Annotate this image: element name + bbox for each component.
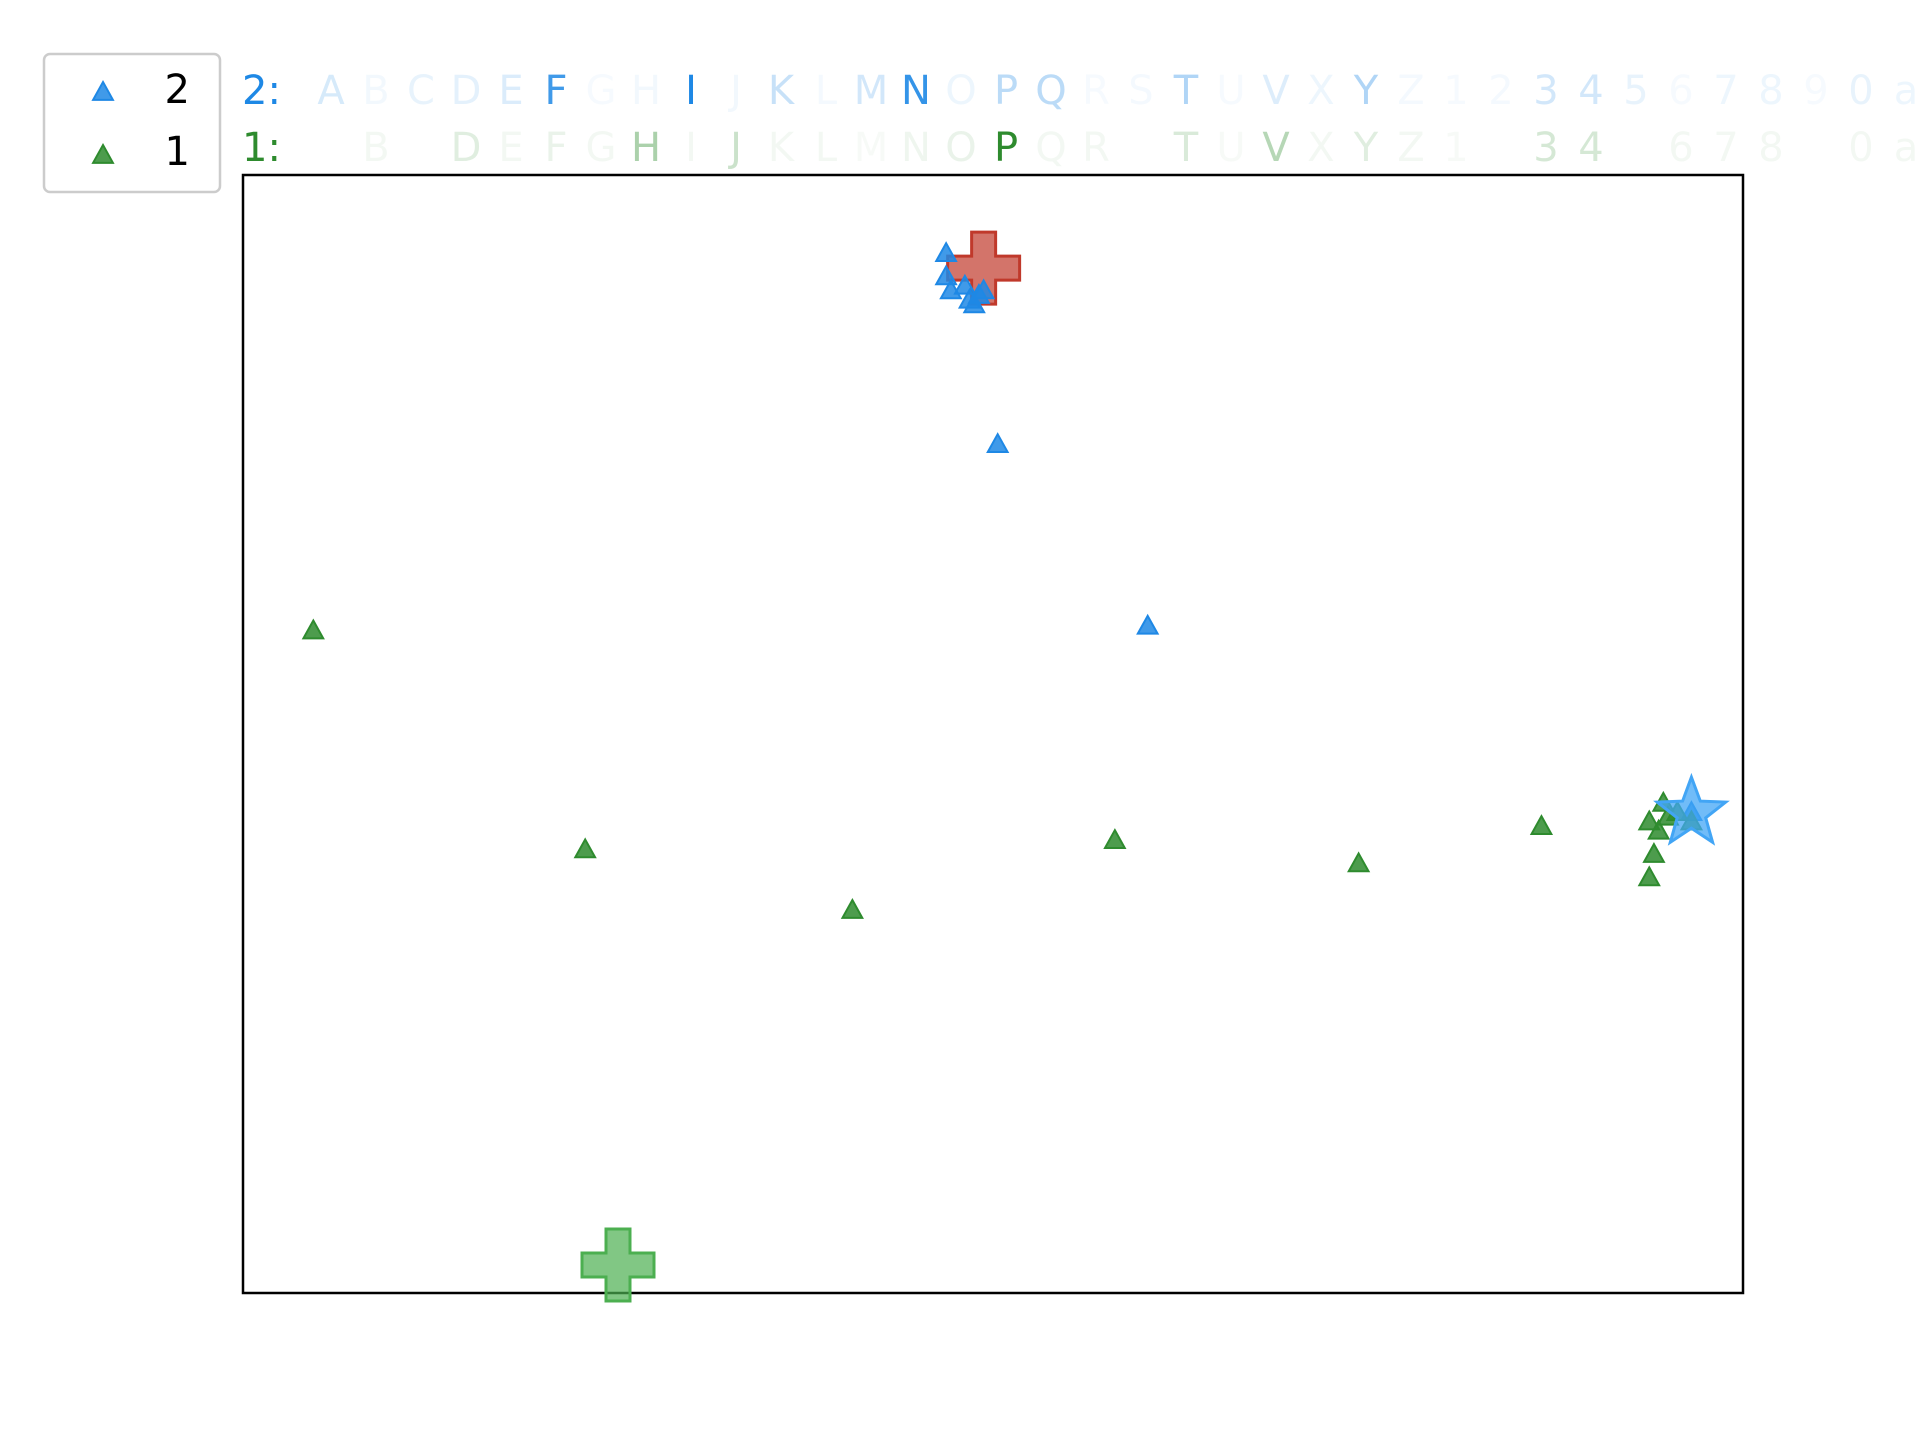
row-label-0: 2:: [242, 68, 281, 114]
row-0-char-25: 1: [1443, 68, 1468, 114]
row-1-char-14: O: [945, 125, 976, 171]
point-series-1-3: [1103, 828, 1127, 849]
row-0-char-5: F: [544, 68, 567, 114]
row-0-char-20: U: [1216, 68, 1245, 114]
row-0-char-28: 4: [1578, 68, 1603, 114]
row-0-char-3: D: [451, 68, 482, 114]
row-1-char-9: J: [727, 125, 742, 171]
row-0-char-33: 9: [1803, 68, 1828, 114]
row-0-char-10: K: [768, 68, 796, 114]
point-series-2-7: [972, 278, 996, 300]
row-0-char-1: B: [362, 68, 389, 114]
letter-rows: 2: A B C D E F G H I J K L M N O P Q R S T U V X Y Z 1 2 3 4 5 6 7 8 9 0 a 1:…: [242, 68, 1918, 171]
row-1-char-24: Z: [1397, 125, 1424, 171]
row-0-char-16: Q: [1035, 68, 1066, 114]
legend-label-1: 1: [165, 129, 190, 175]
point-series-1-1: [573, 837, 597, 859]
row-1-char-35: a: [1894, 125, 1919, 171]
row-0-char-4: E: [498, 68, 523, 114]
row-1-char-7: H: [631, 125, 661, 171]
data-marks: [301, 230, 1730, 1303]
row-0-char-11: L: [815, 68, 838, 114]
row-1-char-30: 6: [1668, 125, 1693, 171]
row-0-char-34: 0: [1848, 68, 1873, 114]
row-0-char-31: 7: [1713, 68, 1738, 114]
legend: 2 1: [42, 52, 222, 194]
row-1-char-15: P: [994, 125, 1018, 171]
row-1-char-17: R: [1082, 125, 1110, 171]
row-label-1: 1:: [242, 125, 281, 171]
row-0-char-6: G: [586, 68, 617, 114]
point-series-1-8: [1647, 818, 1671, 840]
row-0-char-26: 2: [1488, 68, 1513, 114]
legend-label-2: 2: [165, 67, 190, 113]
legend-marker-2: [91, 79, 115, 101]
point-series-2-0: [934, 241, 958, 263]
row-0-char-8: I: [685, 68, 697, 114]
row-0-char-0: A: [317, 68, 345, 114]
row-1-char-22: X: [1307, 125, 1334, 171]
row-1-char-13: N: [901, 125, 931, 171]
row-1-char-25: 1: [1443, 125, 1468, 171]
point-series-1-9: [1642, 842, 1666, 863]
row-1-char-10: K: [768, 125, 796, 171]
star-marker: [1653, 772, 1730, 846]
row-0-char-7: H: [631, 68, 661, 114]
row-1-char-5: F: [544, 125, 567, 171]
row-0-char-27: 3: [1533, 68, 1558, 114]
point-series-1-10: [1637, 865, 1661, 887]
row-1-char-27: 3: [1533, 125, 1558, 171]
row-0-char-19: T: [1173, 68, 1199, 114]
row-1-char-6: G: [586, 125, 617, 171]
row-0-char-9: J: [727, 68, 742, 114]
row-0-char-24: Z: [1397, 68, 1424, 114]
row-0-char-29: 5: [1623, 68, 1648, 114]
row-1-char-31: 7: [1713, 125, 1738, 171]
point-series-2-6: [962, 292, 986, 314]
row-1-char-20: U: [1216, 125, 1245, 171]
row-1-char-21: V: [1262, 125, 1290, 171]
row-0-char-15: P: [994, 68, 1018, 114]
row-1-char-3: D: [451, 125, 482, 171]
row-0-char-12: M: [854, 68, 889, 114]
point-series-1-0: [301, 618, 325, 640]
point-series-1-4: [1347, 851, 1371, 873]
point-series-1-2: [840, 897, 864, 919]
row-0-char-23: Y: [1353, 68, 1379, 114]
point-series-2-8: [986, 432, 1010, 454]
row-1-char-16: Q: [1035, 125, 1066, 171]
row-0-char-17: R: [1082, 68, 1110, 114]
centroid-cross-series-1: [580, 1227, 656, 1303]
row-0-char-30: 6: [1668, 68, 1693, 114]
row-1-char-12: M: [854, 125, 889, 171]
legend-marker-1: [91, 142, 115, 164]
point-series-1-7: [1637, 809, 1661, 831]
row-0-char-14: O: [945, 68, 976, 114]
row-0-char-13: N: [901, 68, 931, 114]
row-1-char-1: B: [362, 125, 389, 171]
row-1-char-23: Y: [1353, 125, 1379, 171]
row-0-char-32: 8: [1758, 68, 1783, 114]
row-1-char-19: T: [1173, 125, 1199, 171]
point-series-2-9: [1136, 613, 1160, 635]
row-0-char-18: S: [1128, 68, 1153, 114]
row-1-char-11: L: [815, 125, 838, 171]
row-0-char-35: a: [1894, 68, 1919, 114]
row-1-char-32: 8: [1758, 125, 1783, 171]
row-1-char-34: 0: [1848, 125, 1873, 171]
row-0-char-2: C: [407, 68, 435, 114]
legend-box: [42, 52, 222, 194]
row-0-char-22: X: [1307, 68, 1334, 114]
row-1-char-28: 4: [1578, 125, 1603, 171]
point-series-1-5: [1529, 814, 1554, 835]
row-1-char-8: I: [685, 125, 697, 171]
row-1-char-4: E: [498, 125, 523, 171]
row-0-char-21: V: [1262, 68, 1290, 114]
plot-frame: [241, 173, 1745, 1295]
